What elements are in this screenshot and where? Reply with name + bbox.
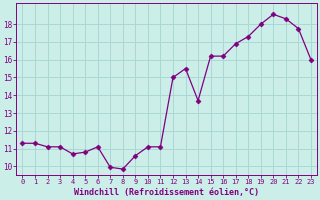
X-axis label: Windchill (Refroidissement éolien,°C): Windchill (Refroidissement éolien,°C)	[74, 188, 259, 197]
